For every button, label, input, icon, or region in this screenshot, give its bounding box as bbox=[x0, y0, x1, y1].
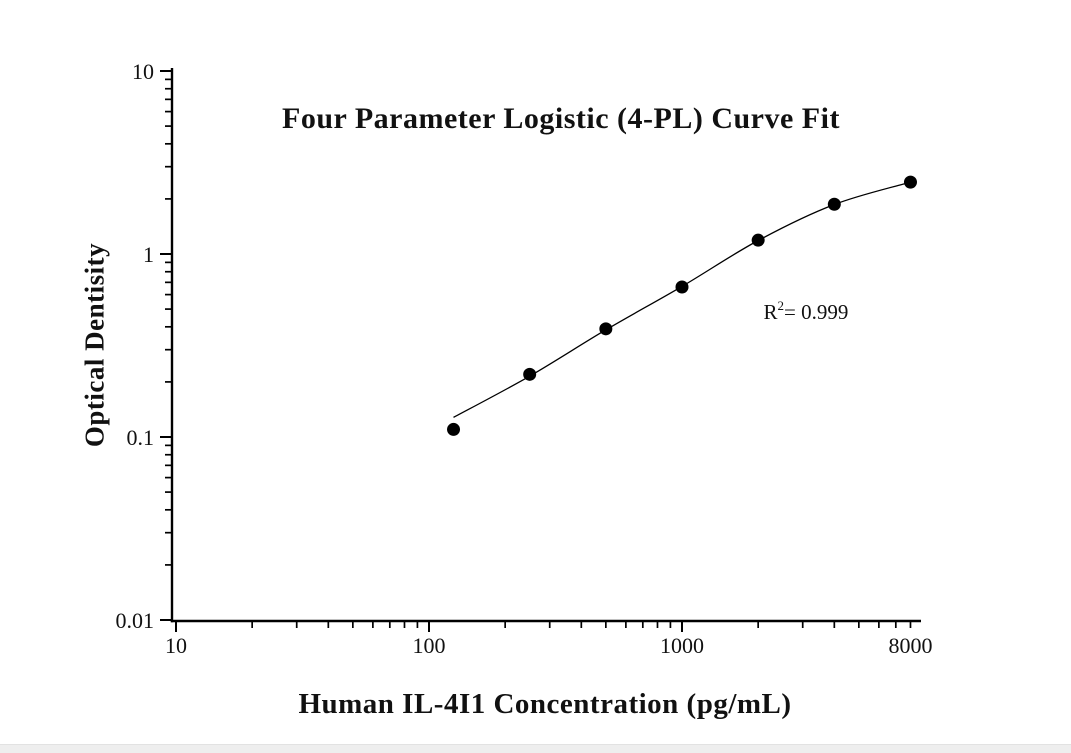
r-squared-annotation: R2= 0.999 bbox=[764, 298, 849, 324]
y-axis-title: Optical Dentisity bbox=[79, 242, 110, 448]
y-tick-label: 0.01 bbox=[116, 608, 155, 633]
x-tick-label: 8000 bbox=[888, 633, 932, 658]
bottom-window-strip bbox=[0, 744, 1071, 753]
y-tick-label: 1 bbox=[143, 242, 154, 267]
data-point bbox=[751, 233, 765, 247]
data-point bbox=[903, 175, 917, 189]
data-point bbox=[675, 280, 689, 294]
y-tick-label: 0.1 bbox=[127, 425, 155, 450]
x-tick-label: 1000 bbox=[660, 633, 704, 658]
chart-title: Four Parameter Logistic (4-PL) Curve Fit bbox=[282, 102, 840, 135]
data-point bbox=[599, 322, 613, 336]
data-point bbox=[447, 422, 461, 436]
x-tick-label: 10 bbox=[165, 633, 187, 658]
data-point bbox=[827, 197, 841, 211]
x-axis-title: Human IL-4I1 Concentration (pg/mL) bbox=[298, 688, 792, 720]
x-tick-label: 100 bbox=[413, 633, 446, 658]
y-tick-label: 10 bbox=[132, 59, 154, 84]
data-point bbox=[523, 367, 537, 381]
